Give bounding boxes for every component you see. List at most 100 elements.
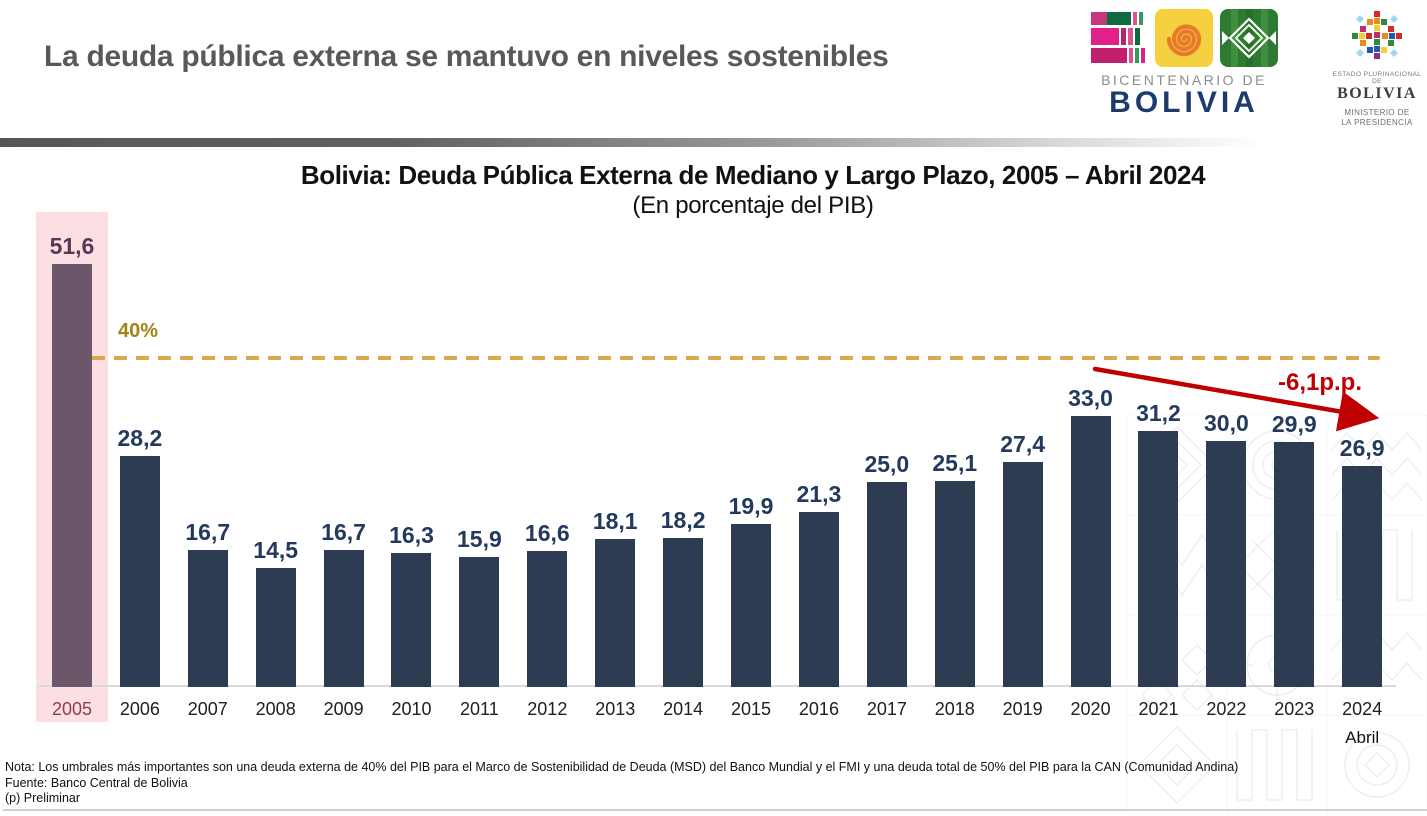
bar-value-label-2008: 14,5: [253, 537, 299, 563]
bar-2011: [459, 557, 500, 687]
header-divider: [0, 138, 1290, 147]
year-label-2017: 2017: [866, 699, 907, 719]
bar-value-label-2016: 21,3: [796, 481, 842, 507]
ministerio-logo: ESTADO PLURINACIONAL DE BOLIVIA MINISTER…: [1330, 8, 1424, 127]
year-label-2009: 2009: [323, 699, 364, 719]
bar-value-label-2024: 26,9: [1339, 435, 1385, 461]
bar-column-2020: 33,0 2020: [1057, 212, 1125, 772]
bar-value-label-2015: 19,9: [728, 493, 774, 519]
bar-value-label-2012: 16,6: [524, 520, 570, 546]
bar-column-2024: 26,9 2024 Abril: [1328, 212, 1396, 772]
bar-column-2017: 25,0 2017: [853, 212, 921, 772]
bar-value-label-2023: 29,9: [1271, 411, 1317, 437]
bar-column-2014: 18,2 2014: [649, 212, 717, 772]
bar-2012: [527, 551, 568, 687]
chart-title: Bolivia: Deuda Pública Externa de Median…: [300, 160, 1206, 190]
year-label-2018: 2018: [934, 699, 975, 719]
ministerio-bolivia-text: BOLIVIA: [1337, 85, 1417, 102]
bicentenario-logo: BICENTENARIO DE BOLIVIA: [1085, 8, 1283, 118]
ministerio-estado-text: ESTADO PLURINACIONAL DE: [1332, 71, 1422, 85]
bar-column-2015: 19,9 2015: [717, 212, 785, 772]
bar-2007: [187, 550, 228, 687]
year-label-2019: 2019: [1002, 699, 1043, 719]
bicentenario-2-icon: [1091, 12, 1145, 63]
bar-2020: [1070, 416, 1111, 687]
bar-column-2022: 30,0 2022: [1192, 212, 1260, 772]
year-label-2021: 2021: [1138, 699, 1179, 719]
bar-column-2010: 16,3 2010: [378, 212, 446, 772]
bar-2021: [1138, 431, 1179, 687]
bar-column-2021: 31,2 2021: [1125, 212, 1193, 772]
year-label-2012: 2012: [527, 699, 568, 719]
threshold-40pct-line: [70, 356, 1380, 360]
bar-2009: [323, 550, 364, 687]
bar-2013: [595, 539, 636, 687]
year-label-2022: 2022: [1206, 699, 1247, 719]
page-title: La deuda pública externa se mantuvo en n…: [44, 40, 889, 73]
footer-notes: Nota: Los umbrales más importantes son u…: [5, 760, 1420, 807]
footer-source: Fuente: Banco Central de Bolivia: [5, 775, 188, 790]
bicentenario-spiral-icon: [1155, 9, 1213, 67]
chart-subtitle: (En porcentaje del PIB): [632, 192, 874, 219]
bar-2006: [119, 456, 160, 687]
bar-column-2018: 25,1 2018: [921, 212, 989, 772]
bicentenario-diamond-icon: [1220, 9, 1278, 67]
year-label-2008: 2008: [255, 699, 296, 719]
bar-2017: [866, 482, 907, 687]
bar-column-2012: 16,6 2012: [513, 212, 581, 772]
year-label-2011: 2011: [460, 699, 499, 719]
bar-2016: [798, 512, 839, 687]
x-axis-line: [38, 685, 1396, 687]
year-label-2005: 2005: [51, 699, 92, 719]
bar-column-2019: 27,4 2019: [989, 212, 1057, 772]
bicentenario-logo-text: BICENTENARIO DE: [1101, 72, 1267, 88]
year-label-2024: 2024: [1342, 699, 1383, 719]
bar-2015: [731, 524, 772, 687]
bar-2010: [391, 553, 432, 687]
year-label-2016: 2016: [798, 699, 839, 719]
bar-column-2007: 16,7 2007: [174, 212, 242, 772]
bar-value-label-2011: 15,9: [457, 526, 502, 552]
bicentenario-logo-bolivia: BOLIVIA: [1109, 86, 1259, 119]
year-label-2010: 2010: [391, 699, 432, 719]
ministerio-name-text: MINISTERIO DE LA PRESIDENCIA: [1341, 108, 1413, 127]
bar-2023: [1274, 442, 1315, 687]
bar-value-label-2006: 28,2: [117, 425, 163, 451]
bar-2018: [934, 481, 975, 687]
bar-columns: 51,6 2005 28,2 2006 16,7 2007 14,5 2008 16,7 2009…: [36, 212, 1396, 772]
bar-column-2005: 51,6 2005: [36, 212, 108, 772]
bar-column-2008: 14,5 2008: [242, 212, 310, 772]
bar-2019: [1002, 462, 1043, 687]
threshold-40pct-label: 40%: [118, 320, 159, 342]
year-label-2013: 2013: [595, 699, 636, 719]
year-label-2023: 2023: [1274, 699, 1315, 719]
year-label-2015: 2015: [731, 699, 772, 719]
bar-value-label-2013: 18,1: [592, 508, 638, 534]
year-label-2014: 2014: [663, 699, 704, 719]
bottom-rule: [3, 809, 1427, 811]
bar-2014: [663, 538, 704, 687]
bar-2008: [255, 568, 296, 687]
bar-chart-plot-area: 40% 51,6 2005 28,2 2006 16,7 2007 14,5 2008 16,7…: [36, 212, 1396, 772]
bar-value-label-2009: 16,7: [321, 519, 366, 545]
year-label-2020: 2020: [1070, 699, 1111, 719]
footer-note: Nota: Los umbrales más importantes son u…: [5, 760, 1239, 774]
bar-value-label-2010: 16,3: [389, 522, 434, 548]
bar-value-label-2007: 16,7: [185, 519, 231, 545]
year-label-2006: 2006: [119, 699, 160, 719]
decline-annotation-label: -6,1p.p.: [1277, 369, 1362, 396]
bar-column-2013: 18,1 2013: [581, 212, 649, 772]
bar-column-2011: 15,9 2011: [445, 212, 513, 772]
bar-value-label-2018: 25,1: [932, 450, 978, 476]
bar-column-2023: 29,9 2023: [1260, 212, 1328, 772]
bar-2022: [1206, 441, 1247, 687]
bar-column-2009: 16,7 2009: [310, 212, 378, 772]
bar-value-label-2005: 51,6: [49, 233, 95, 259]
bar-column-2006: 28,2 2006: [106, 212, 174, 772]
year-label-2007: 2007: [187, 699, 228, 719]
chakana-icon: [1352, 11, 1402, 59]
bar-column-2016: 21,3 2016: [785, 212, 853, 772]
bar-2005: [51, 264, 92, 687]
bicentenario-logo-tiles: [1085, 8, 1283, 68]
bar-value-label-2014: 18,2: [660, 507, 706, 533]
